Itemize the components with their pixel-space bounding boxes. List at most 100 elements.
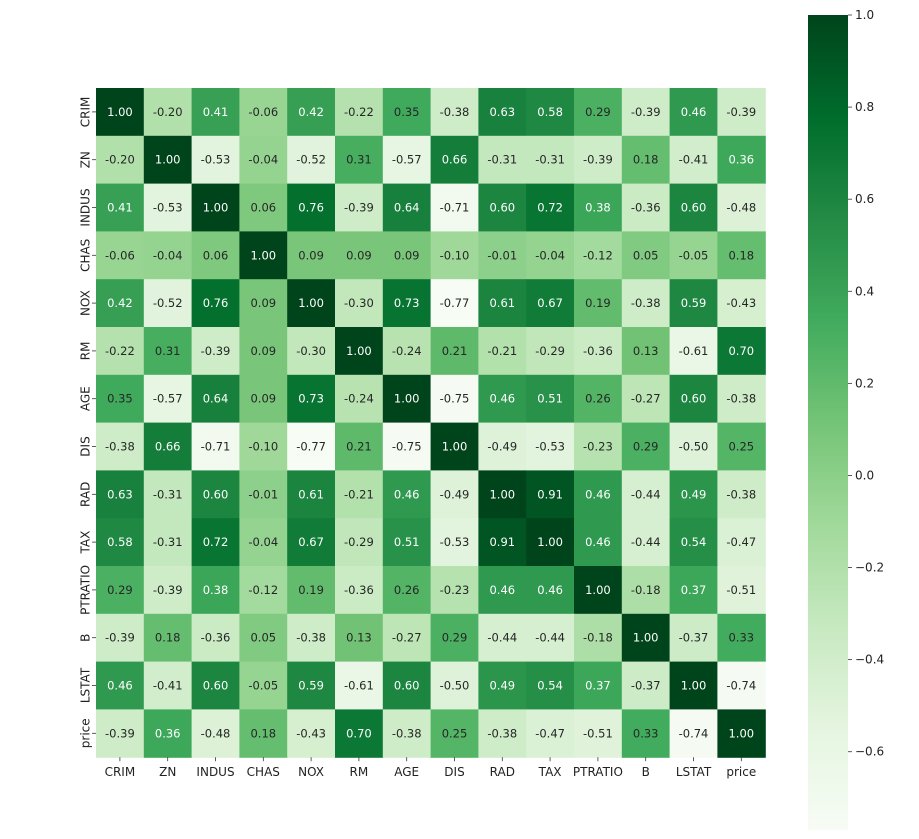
- cell-value-label: 0.91: [489, 535, 515, 549]
- heatmap-cell-RAD-price: [717, 470, 766, 519]
- heatmap-cell-TAX-CHAS: [239, 518, 288, 567]
- heatmap-cell-INDUS-RM: [335, 183, 384, 232]
- cell-value-label: 0.31: [155, 344, 181, 358]
- heatmap-cell-NOX-AGE: [382, 279, 432, 328]
- cell-value-label: -0.10: [440, 248, 470, 262]
- heatmap-cell-RAD-PTRATIO: [574, 470, 623, 519]
- colorbar-tick-label: 0.8: [855, 100, 874, 114]
- cell-value-label: -0.20: [153, 105, 183, 119]
- heatmap-cell-AGE-NOX: [287, 374, 336, 424]
- heatmap-cell-ZN-ZN: [143, 135, 193, 185]
- heatmap-cell-PTRATIO-price: [717, 566, 766, 615]
- heatmap-cell-LSTAT-NOX: [287, 661, 336, 710]
- cell-value-label: -0.52: [153, 296, 183, 310]
- cell-value-label: -0.53: [535, 440, 565, 454]
- cell-value-label: 0.29: [442, 631, 468, 645]
- heatmap-cell-AGE-price: [717, 374, 766, 424]
- x-axis-ticks: CRIM ZN INDUS CHAS NOX RM AGE DIS RAD TAX PTRATIO B…: [105, 757, 756, 779]
- cell-value-label: 1.00: [585, 583, 611, 597]
- heatmap-cell-RM-PTRATIO: [574, 327, 623, 376]
- cell-value-label: -0.74: [726, 679, 756, 693]
- colorbar-tick-label: 0.4: [855, 284, 874, 298]
- cell-value-label: 1.00: [107, 105, 133, 119]
- heatmap-cell-LSTAT-CHAS: [239, 661, 288, 710]
- heatmap-cell-LSTAT-B: [621, 661, 671, 710]
- heatmap-cell-NOX-PTRATIO: [574, 279, 623, 328]
- heatmap-cell-LSTAT-RAD: [478, 661, 527, 710]
- heatmap-cell-B-RM: [335, 613, 384, 663]
- heatmap-cell-RM-AGE: [382, 327, 432, 376]
- heatmap-cell-RM-RAD: [478, 327, 527, 376]
- cell-value-label: -0.39: [726, 105, 756, 119]
- heatmap-cell-B-NOX: [287, 613, 336, 663]
- heatmap-cell-price-CRIM: [96, 709, 145, 758]
- cell-value-label: 0.36: [155, 726, 181, 740]
- heatmap-cell-CRIM-LSTAT: [669, 88, 718, 137]
- cell-value-label: 1.00: [681, 679, 707, 693]
- cell-value-label: -0.23: [440, 583, 470, 597]
- heatmap-cell-INDUS-NOX: [287, 183, 336, 232]
- cell-value-label: -0.49: [487, 440, 517, 454]
- cell-value-label: -0.36: [201, 631, 231, 645]
- heatmap-cell-TAX-DIS: [430, 518, 479, 567]
- cell-value-label: -0.43: [726, 296, 756, 310]
- heatmap-cell-price-TAX: [526, 709, 575, 758]
- heatmap-cell-B-AGE: [382, 613, 432, 663]
- cell-value-label: -0.38: [392, 726, 422, 740]
- cell-value-label: -0.04: [153, 248, 183, 262]
- cell-value-label: -0.53: [440, 535, 470, 549]
- cell-value-label: 0.33: [633, 726, 659, 740]
- heatmap-cell-CHAS-TAX: [526, 231, 575, 280]
- x-tick-label: B: [642, 765, 650, 779]
- cell-value-label: 0.54: [537, 679, 563, 693]
- cell-value-label: 0.76: [203, 296, 229, 310]
- cell-value-label: 0.18: [250, 726, 276, 740]
- x-tick-label: PTRATIO: [573, 765, 623, 779]
- heatmap-cell-NOX-RM: [335, 279, 384, 328]
- cell-value-label: -0.47: [535, 726, 565, 740]
- cell-value-label: -0.36: [583, 344, 613, 358]
- heatmap-cell-CHAS-NOX: [287, 231, 336, 280]
- heatmap-cell-B-RAD: [478, 613, 527, 663]
- cell-value-label: -0.27: [392, 631, 422, 645]
- cell-value-label: -0.23: [583, 440, 613, 454]
- heatmap-cell-TAX-price: [717, 518, 766, 567]
- cell-value-label: -0.57: [153, 392, 183, 406]
- cell-value-label: -0.51: [583, 726, 613, 740]
- cell-value-label: -0.77: [440, 296, 470, 310]
- heatmap-cell-INDUS-TAX: [526, 183, 575, 232]
- heatmap-cell-B-ZN: [143, 613, 193, 663]
- cell-value-label: 0.41: [107, 201, 133, 215]
- heatmap-cell-ZN-B: [621, 135, 671, 185]
- cell-value-label: -0.39: [105, 726, 135, 740]
- heatmap-cell-price-price: [717, 709, 766, 758]
- cell-value-label: 0.46: [585, 535, 611, 549]
- heatmap-cell-CHAS-RAD: [478, 231, 527, 280]
- heatmap-cell-CHAS-ZN: [143, 231, 193, 280]
- cell-value-label: 0.41: [203, 105, 229, 119]
- heatmap-cell-INDUS-price: [717, 183, 766, 232]
- cell-value-label: 0.36: [728, 153, 754, 167]
- heatmap-cell-NOX-B: [621, 279, 671, 328]
- heatmap-cell-B-DIS: [430, 613, 479, 663]
- cell-value-label: -0.61: [344, 679, 374, 693]
- cell-value-label: -0.48: [201, 726, 231, 740]
- heatmap-cell-RAD-DIS: [430, 470, 479, 519]
- x-tick-label: AGE: [394, 765, 419, 779]
- cell-value-label: 0.46: [489, 583, 515, 597]
- cell-value-label: -0.37: [679, 631, 709, 645]
- cell-value-label: -0.37: [631, 679, 661, 693]
- cell-value-label: 0.60: [203, 679, 229, 693]
- cell-value-label: -0.04: [535, 248, 565, 262]
- cell-value-label: 0.19: [298, 583, 324, 597]
- heatmap-cell-ZN-CHAS: [239, 135, 288, 185]
- cell-value-label: -0.61: [679, 344, 709, 358]
- cell-value-label: 0.33: [728, 631, 754, 645]
- heatmap-cell-PTRATIO-TAX: [526, 566, 575, 615]
- heatmap-cell-CRIM-CRIM: [96, 88, 145, 137]
- cell-value-label: -0.04: [248, 535, 278, 549]
- cell-value-label: 0.61: [489, 296, 515, 310]
- heatmap-cell-AGE-PTRATIO: [574, 374, 623, 424]
- cell-value-label: -0.12: [583, 248, 613, 262]
